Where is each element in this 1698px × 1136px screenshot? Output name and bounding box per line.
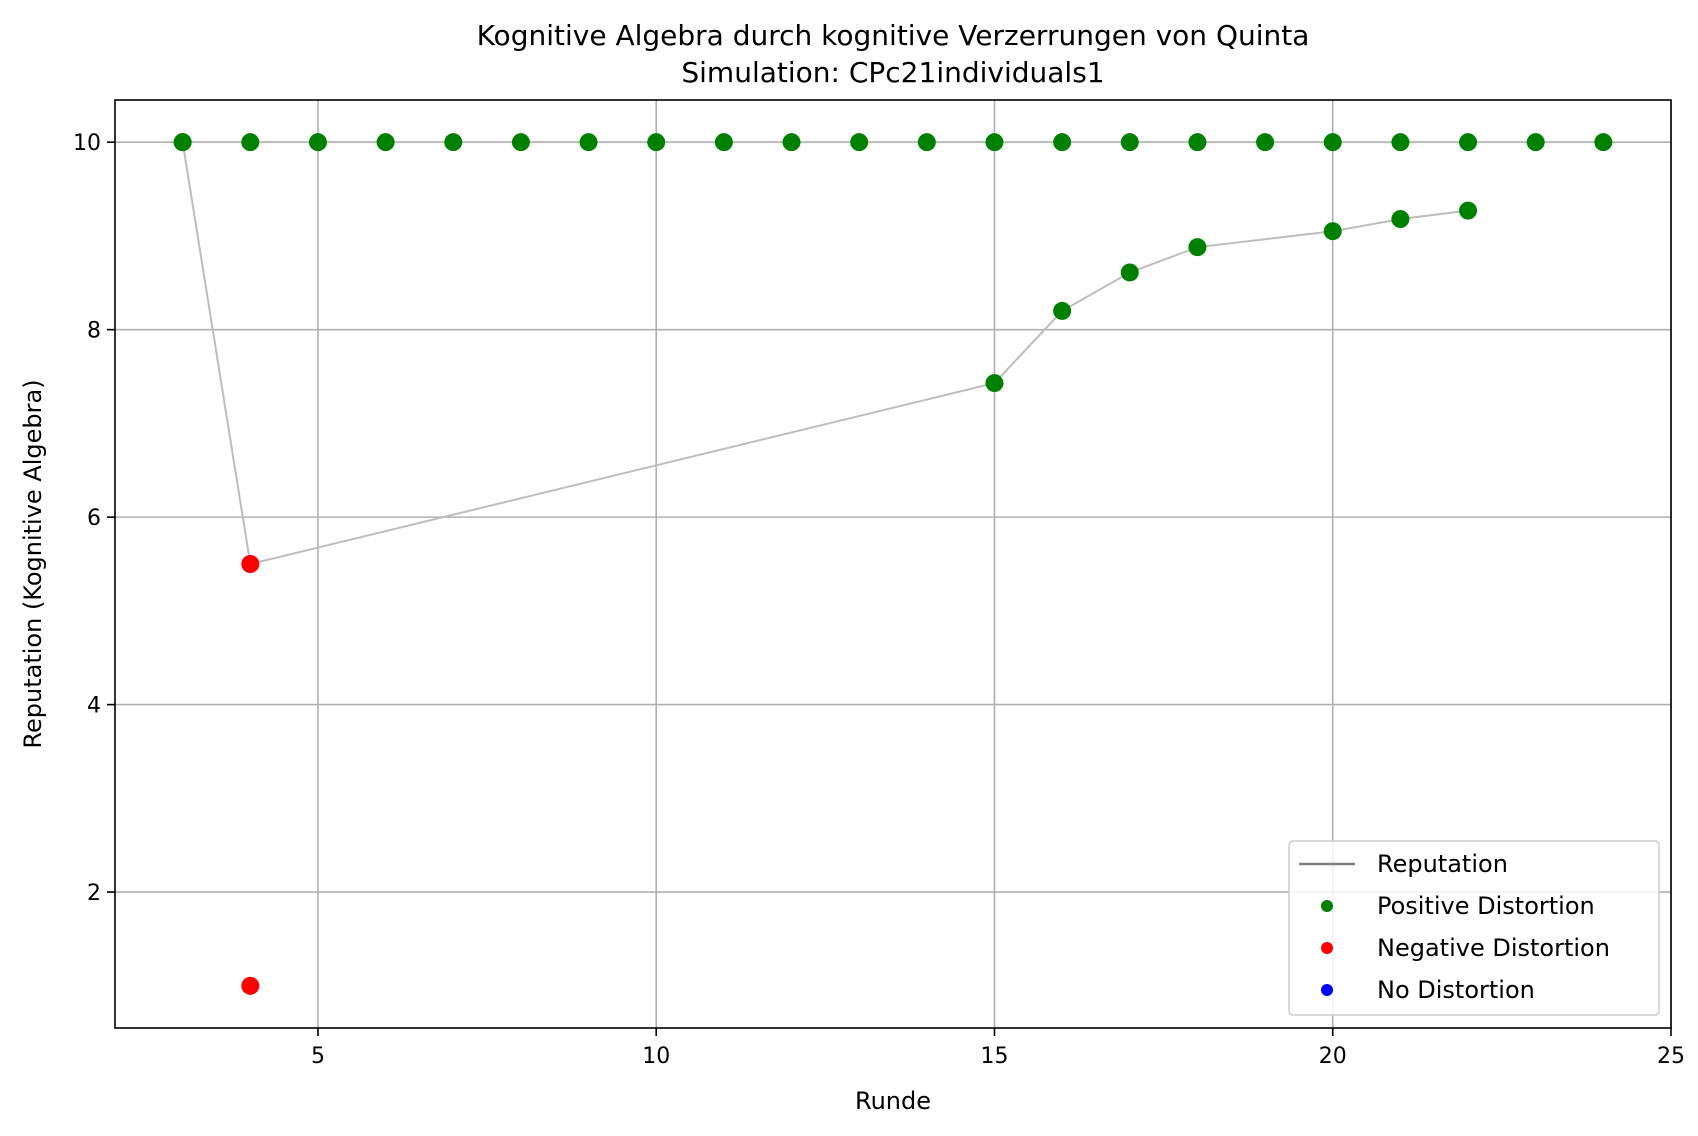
chart-subtitle: Simulation: CPc21individuals1: [681, 56, 1104, 89]
y-tick-label: 4: [87, 694, 101, 719]
legend: Reputation Positive Distortion Negative Di…: [1288, 840, 1660, 1016]
positive-distortion-point: [985, 133, 1004, 152]
legend-marker: [1321, 900, 1333, 912]
positive-distortion-point: [850, 133, 869, 152]
positive-distortion-point: [1053, 133, 1072, 152]
positive-distortion-point: [511, 133, 530, 152]
positive-distortion-point: [1323, 222, 1342, 241]
legend-label: No Distortion: [1377, 976, 1535, 1004]
positive-distortion-point: [173, 133, 192, 152]
positive-distortion-point: [647, 133, 666, 152]
x-tick-label: 10: [642, 1044, 670, 1069]
axis-ticks: 5 10 15 20 25 2 4 6 8 10: [73, 131, 1685, 1069]
positive-distortion-point: [1459, 201, 1478, 220]
data-points: [173, 133, 1613, 995]
positive-distortion-point: [1459, 133, 1478, 152]
positive-distortion-point: [376, 133, 395, 152]
x-tick-label: 25: [1657, 1044, 1685, 1069]
negative-distortion-point: [241, 976, 260, 995]
positive-distortion-point: [1594, 133, 1613, 152]
plot-frame: [114, 99, 1672, 1029]
positive-distortion-point: [1120, 133, 1139, 152]
positive-distortion-point: [1391, 210, 1410, 229]
y-tick-label: 10: [73, 131, 101, 156]
y-tick-label: 6: [87, 506, 101, 531]
positive-distortion-point: [1391, 133, 1410, 152]
positive-distortion-point: [308, 133, 327, 152]
positive-distortion-point: [1188, 238, 1207, 257]
x-tick-label: 5: [311, 1044, 325, 1069]
y-tick-label: 2: [87, 881, 101, 906]
positive-distortion-point: [917, 133, 936, 152]
positive-distortion-point: [1323, 133, 1342, 152]
positive-distortion-point: [444, 133, 463, 152]
y-tick-label: 8: [87, 319, 101, 344]
positive-distortion-point: [1053, 301, 1072, 320]
positive-distortion-point: [579, 133, 598, 152]
x-tick-label: 15: [980, 1044, 1008, 1069]
positive-distortion-point: [782, 133, 801, 152]
x-tick-label: 20: [1319, 1044, 1347, 1069]
reputation-line: [181, 142, 1469, 566]
positive-distortion-point: [1526, 133, 1545, 152]
legend-marker: [1321, 942, 1333, 954]
y-axis-label: Reputation (Kognitive Algebra): [19, 379, 47, 748]
positive-distortion-point: [714, 133, 733, 152]
positive-distortion-point: [1120, 263, 1139, 282]
positive-distortion-point: [1256, 133, 1275, 152]
chart-title: Kognitive Algebra durch kognitive Verzer…: [477, 19, 1310, 52]
negative-distortion-point: [241, 555, 260, 573]
positive-distortion-point: [1188, 133, 1207, 152]
positive-distortion-point: [241, 133, 260, 152]
legend-label: Negative Distortion: [1377, 934, 1610, 962]
legend-label: Positive Distortion: [1377, 892, 1595, 920]
x-axis-label: Runde: [855, 1087, 931, 1115]
legend-label: Reputation: [1377, 850, 1508, 878]
legend-box: [1288, 840, 1660, 1016]
legend-marker: [1321, 984, 1333, 996]
positive-distortion-point: [985, 374, 1004, 393]
